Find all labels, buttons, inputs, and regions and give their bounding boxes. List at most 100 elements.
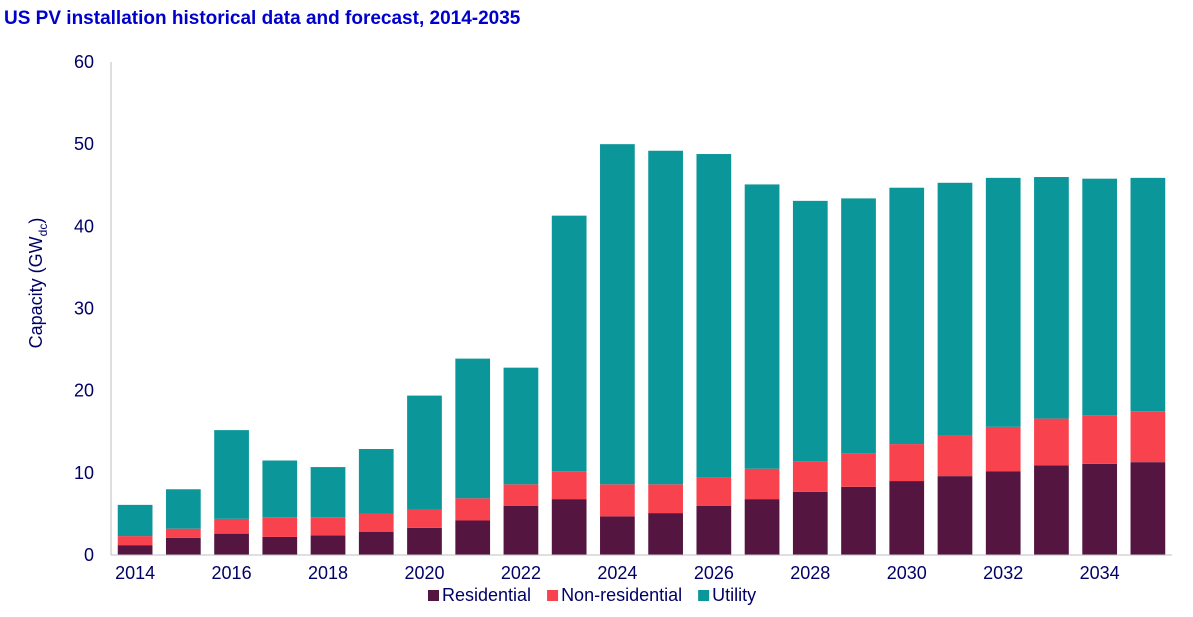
y-axis-label-subscript: dc [36,224,50,237]
bar-non-residential-2018 [310,517,346,536]
bar-residential-2017 [262,536,298,555]
bar-utility-2026 [696,154,732,478]
y-axis-label: Capacity (GWdc) [26,218,50,349]
x-tick-label: 2016 [212,563,252,583]
bar-residential-2029 [841,486,876,555]
bar-non-residential-2016 [214,518,249,534]
legend-swatch-non-residential [547,590,559,601]
bar-non-residential-2026 [696,477,732,506]
y-tick-label: 10 [74,463,94,483]
bar-residential-2028 [792,491,828,555]
bar-utility-2016 [214,430,249,519]
bar-utility-2031 [937,182,973,436]
bar-residential-2035 [1130,462,1166,555]
bar-utility-2035 [1130,177,1166,412]
bars [117,144,1166,555]
bar-utility-2018 [310,467,346,518]
bar-residential-2020 [407,527,442,555]
bar-residential-2015 [165,537,201,555]
x-tick-label: 2024 [597,563,637,583]
bar-non-residential-2014 [117,536,153,546]
bar-non-residential-2022 [503,484,539,506]
y-tick-label: 0 [84,545,94,565]
bar-non-residential-2015 [165,528,201,538]
bar-residential-2018 [310,535,346,555]
bar-utility-2028 [792,200,828,462]
legend-label-residential: Residential [442,585,531,605]
bar-utility-2025 [648,150,683,485]
chart-title: US PV installation historical data and f… [4,8,521,29]
bar-non-residential-2023 [551,471,587,500]
x-tick-label: 2034 [1080,563,1120,583]
bar-non-residential-2030 [889,444,925,482]
legend-swatch-residential [428,590,439,601]
bar-utility-2030 [889,187,925,445]
bar-residential-2023 [551,499,587,555]
x-tick-label: 2018 [308,563,348,583]
legend: Residential Non-residential Utility [428,585,756,605]
y-tick-label: 30 [74,299,94,319]
x-tick-label: 2028 [790,563,830,583]
bar-residential-2030 [889,481,925,555]
bar-utility-2020 [407,395,442,509]
legend-label-utility: Utility [712,585,756,605]
y-tick-label: 40 [74,216,94,236]
x-tick-label: 2032 [983,563,1023,583]
x-tick-label: 2022 [501,563,541,583]
legend-label-non-residential: Non-residential [561,585,682,605]
bar-utility-2027 [744,184,780,469]
bar-non-residential-2025 [648,484,683,514]
bar-residential-2034 [1082,463,1118,555]
bar-residential-2031 [937,476,973,555]
axes [110,62,1172,556]
bar-non-residential-2027 [744,468,780,500]
bar-utility-2014 [117,504,153,537]
bar-non-residential-2034 [1082,415,1118,464]
y-tick-labels: 0 10 20 30 40 50 60 [74,52,94,565]
bar-utility-2017 [262,460,298,518]
x-tick-labels: 2014 2016 2018 2020 2022 2024 2026 2028 2030 2032… [115,563,1120,583]
y-tick-label: 60 [74,52,94,72]
bar-residential-2024 [600,516,635,555]
bar-utility-2015 [165,489,201,529]
bar-residential-2022 [503,505,539,555]
x-tick-label: 2014 [115,563,155,583]
bar-non-residential-2028 [792,461,828,492]
bar-utility-2033 [1034,177,1069,419]
x-tick-label: 2030 [887,563,927,583]
bar-non-residential-2033 [1034,418,1069,466]
bar-non-residential-2035 [1130,411,1166,463]
bar-utility-2029 [841,198,876,454]
bar-utility-2021 [455,358,491,499]
bar-non-residential-2024 [600,484,635,517]
bar-residential-2016 [214,533,249,555]
bar-residential-2025 [648,513,683,555]
x-tick-label: 2026 [694,563,734,583]
y-tick-label: 50 [74,134,94,154]
y-axis-label-text: Capacity (GW [26,236,46,348]
bar-non-residential-2021 [455,498,491,521]
y-tick-label: 20 [74,381,94,401]
bar-residential-2026 [696,505,732,555]
bar-utility-2022 [503,367,539,485]
bar-utility-2032 [985,177,1021,427]
bar-residential-2032 [985,471,1021,555]
bar-non-residential-2019 [358,513,394,532]
bar-non-residential-2017 [262,517,298,537]
bar-residential-2019 [358,531,394,555]
bar-utility-2023 [551,215,587,472]
bar-utility-2019 [358,449,394,514]
x-tick-label: 2020 [404,563,444,583]
bar-residential-2027 [744,499,780,555]
bar-utility-2034 [1082,178,1118,416]
bar-non-residential-2031 [937,435,973,477]
bar-residential-2033 [1034,465,1069,555]
svg-text:Capacity (GWdc): Capacity (GWdc) [26,218,50,349]
bar-non-residential-2020 [407,508,442,528]
bar-utility-2024 [600,144,635,485]
bar-residential-2021 [455,520,491,555]
y-axis-label-suffix: ) [26,218,46,224]
legend-swatch-utility [698,590,710,601]
